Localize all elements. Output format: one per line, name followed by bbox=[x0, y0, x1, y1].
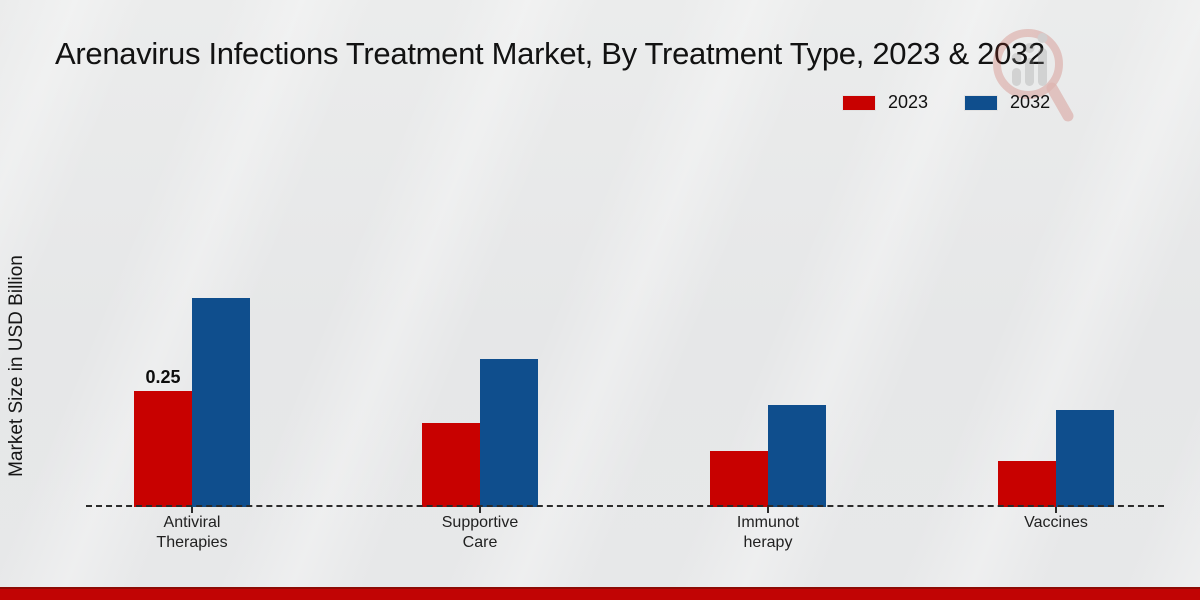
x-axis-tick bbox=[479, 507, 481, 513]
legend-swatch-2023 bbox=[842, 94, 876, 111]
legend: 2023 2032 bbox=[842, 92, 1050, 113]
category-label-supportive-care: Supportive Care bbox=[441, 514, 519, 551]
bar-2032-vaccines bbox=[1056, 410, 1114, 507]
legend-label-2023: 2023 bbox=[888, 92, 929, 112]
bar-value-label: 0.25 bbox=[145, 367, 181, 387]
bar-2032-supportive-care bbox=[480, 359, 538, 507]
footer-accent-bar bbox=[0, 587, 1200, 600]
legend-label-2032: 2032 bbox=[1010, 92, 1051, 112]
bar-2023-vaccines bbox=[998, 461, 1056, 507]
bar-2023-antiviral-therapies bbox=[134, 391, 192, 507]
x-axis-tick bbox=[767, 507, 769, 513]
legend-swatch-2032 bbox=[964, 94, 999, 111]
category-label-antiviral-therapies: Antiviral Therapies bbox=[156, 514, 228, 551]
bar-2023-immunotherapy bbox=[710, 451, 768, 507]
bar-2032-immunotherapy bbox=[768, 405, 826, 507]
x-axis-tick bbox=[1055, 507, 1057, 513]
legend-item-2032: 2032 bbox=[964, 92, 1050, 113]
legend-item-2023: 2023 bbox=[842, 92, 928, 113]
x-axis-dashed-baseline bbox=[86, 505, 1164, 507]
category-label-vaccines: Vaccines bbox=[1024, 514, 1088, 531]
bar-2032-antiviral-therapies bbox=[192, 298, 250, 507]
chart-title: Arenavirus Infections Treatment Market, … bbox=[55, 36, 1045, 71]
bar-2023-supportive-care bbox=[422, 423, 480, 507]
category-label-immunotherapy: Immunot herapy bbox=[736, 514, 800, 551]
x-axis-tick bbox=[191, 507, 193, 513]
